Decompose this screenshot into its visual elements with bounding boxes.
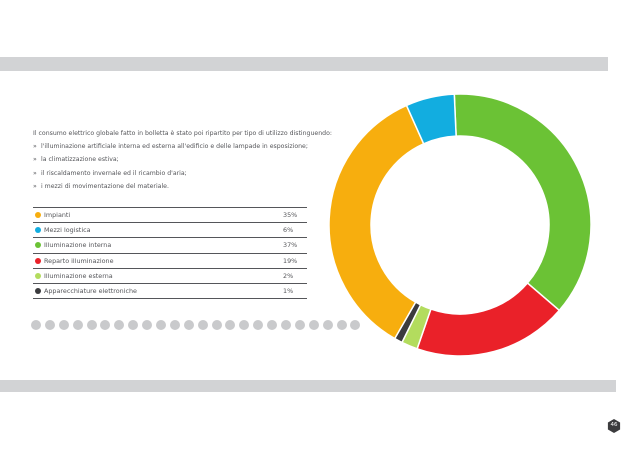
decorative-dot-row: [31, 320, 364, 330]
bottom-band: [0, 380, 616, 392]
decorative-dot: [197, 320, 208, 330]
legend-label: Illuminazione esterna: [44, 271, 113, 280]
legend-label: Mezzi logistica: [44, 226, 91, 235]
donut-slice: [405, 93, 457, 145]
legend-row: Impianti 35%: [33, 207, 307, 222]
decorative-dot: [156, 320, 167, 330]
intro-lead: Il consumo elettrico globale fatto in bo…: [33, 130, 332, 137]
bullet-icon: »: [33, 169, 37, 177]
intro-item: » l'illuminazione artificiale interna ed …: [33, 140, 333, 153]
decorative-dot: [336, 320, 347, 330]
donut-slice: [328, 104, 425, 340]
legend-swatch-icon: [35, 227, 41, 234]
donut-slice: [416, 281, 561, 357]
legend-swatch-icon: [35, 272, 41, 279]
legend-row: Mezzi logistica 6%: [33, 222, 307, 237]
bullet-icon: »: [33, 143, 37, 151]
decorative-dot: [114, 320, 125, 330]
decorative-dot: [308, 320, 319, 330]
decorative-dot: [31, 320, 41, 330]
page-number: 46: [610, 422, 618, 428]
intro-item-text: l'illuminazione artificiale interna ed e…: [41, 143, 308, 151]
legend-value: 37%: [283, 241, 298, 250]
decorative-dot: [225, 320, 236, 330]
decorative-dot: [58, 320, 69, 330]
decorative-dot: [253, 320, 264, 330]
decorative-dot: [169, 320, 180, 330]
intro-text: Il consumo elettrico globale fatto in bo…: [33, 127, 333, 193]
intro-item-text: la climatizzazione estiva;: [41, 156, 119, 164]
decorative-dot: [142, 320, 153, 330]
decorative-dot: [239, 320, 250, 330]
chart-legend: Impianti 35% Mezzi logistica 6% Illuminazion…: [33, 207, 307, 300]
decorative-dot: [86, 320, 97, 330]
intro-item: » i mezzi di movimentazione del materiale…: [33, 180, 333, 193]
intro-item: » la climatizzazione estiva;: [33, 153, 333, 166]
decorative-dot: [294, 320, 305, 330]
legend-value: 6%: [283, 226, 294, 235]
hexagon-icon: [607, 419, 621, 433]
legend-value: 2%: [283, 271, 294, 280]
legend-value: 35%: [283, 211, 298, 220]
intro-item: » il riscaldamento invernale ed il ricamb…: [33, 167, 333, 180]
legend-swatch-icon: [35, 257, 41, 264]
legend-row: Apparecchiature elettroniche 1%: [33, 282, 307, 300]
legend-label: Illuminazione interna: [44, 241, 112, 250]
decorative-dot: [44, 320, 55, 330]
bullet-icon: »: [33, 156, 37, 164]
legend-row: Reparto illuminazione 19%: [33, 252, 307, 268]
legend-row: Illuminazione esterna 2%: [33, 267, 307, 283]
legend-value: 1%: [283, 287, 294, 296]
top-band: [0, 57, 608, 71]
decorative-dot: [322, 320, 333, 330]
decorative-dot: [267, 320, 278, 330]
legend-row: Illuminazione interna 37%: [33, 237, 307, 252]
donut-slice: [453, 93, 592, 312]
decorative-dot: [183, 320, 194, 330]
decorative-dot: [72, 320, 83, 330]
legend-swatch-icon: [35, 242, 41, 249]
legend-value: 19%: [283, 256, 298, 265]
page-number-badge: 46: [607, 419, 621, 433]
legend-swatch-icon: [35, 288, 41, 295]
legend-swatch-icon: [35, 212, 41, 219]
legend-label: Reparto illuminazione: [44, 256, 114, 265]
intro-item-text: il riscaldamento invernale ed il ricambi…: [41, 169, 187, 177]
legend-label: Apparecchiature elettroniche: [44, 287, 137, 296]
decorative-dot: [128, 320, 139, 330]
legend-label: Impianti: [44, 211, 71, 220]
bullet-icon: »: [33, 182, 37, 190]
decorative-dot: [211, 320, 222, 330]
decorative-dot: [100, 320, 111, 330]
intro-item-text: i mezzi di movimentazione del materiale.: [41, 182, 169, 190]
decorative-dot: [281, 320, 292, 330]
decorative-dot: [350, 320, 361, 330]
